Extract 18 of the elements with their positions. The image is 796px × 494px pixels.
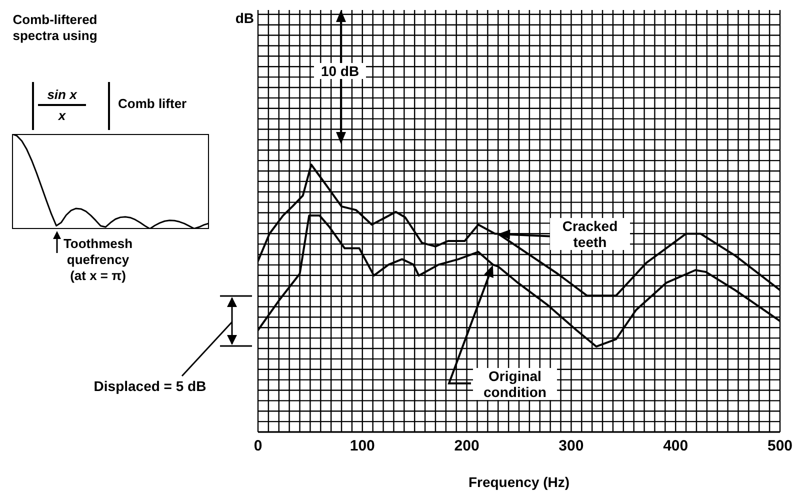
- text: Comb lifter: [118, 96, 187, 112]
- text: dB: [234, 10, 254, 26]
- legend-label: Cracked teeth: [550, 218, 630, 250]
- text: Toothmesh quefrency: [62, 236, 134, 268]
- text: Displaced = 5 dB: [92, 378, 208, 394]
- x-tick-label: 300: [558, 438, 584, 455]
- chart-title: Comb-liftered spectra using: [12, 12, 98, 44]
- x-tick-label: 100: [350, 438, 375, 455]
- text: x: [57, 108, 67, 124]
- x-tick-label: 200: [454, 438, 480, 455]
- text: sin x: [38, 86, 86, 106]
- x-tick-label: 500: [767, 438, 793, 455]
- text: 10 dB: [314, 63, 366, 79]
- text: Original condition: [473, 368, 557, 400]
- x-tick-label: 0: [254, 438, 262, 455]
- text: (at x = π): [69, 268, 127, 284]
- x-tick-label: 400: [663, 438, 688, 455]
- x-axis-title: Frequency (Hz): [467, 474, 571, 490]
